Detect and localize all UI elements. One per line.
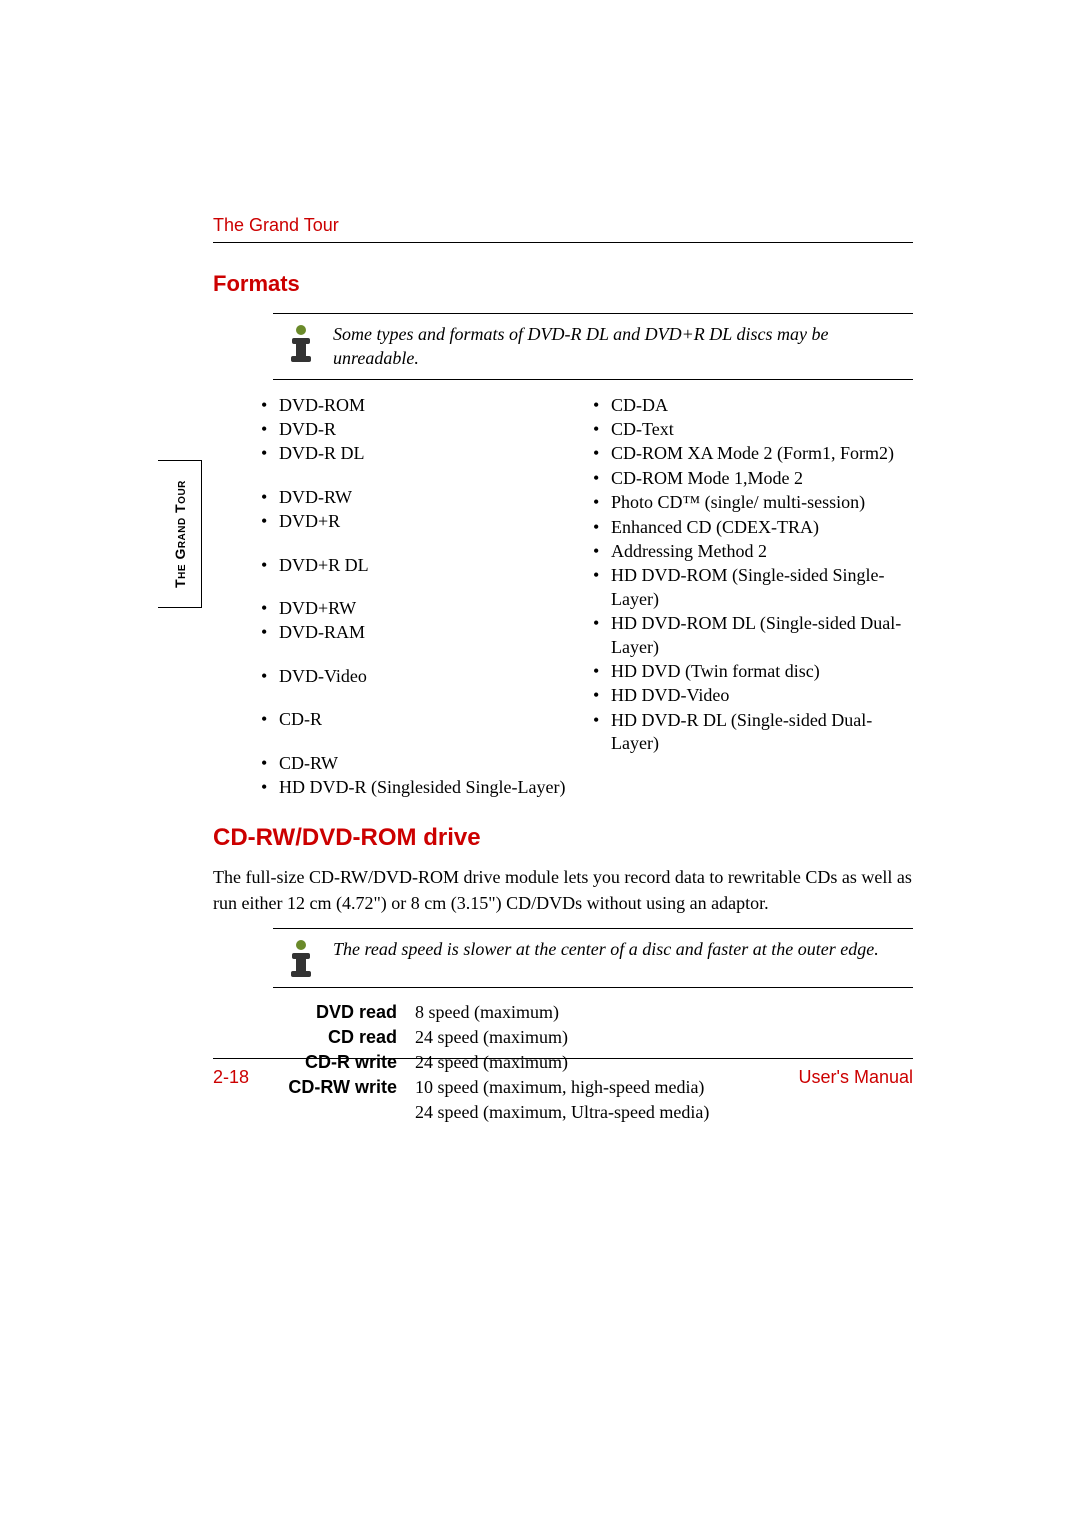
side-tab-label: The Grand Tour <box>172 480 188 588</box>
running-header: The Grand Tour <box>213 215 913 236</box>
list-item: CD-RW <box>257 752 581 775</box>
formats-heading: Formats <box>213 271 913 297</box>
list-item: CD-ROM XA Mode 2 (Form1, Form2) <box>589 442 913 465</box>
page-number: 2-18 <box>213 1067 249 1088</box>
list-item: HD DVD (Twin format disc) <box>589 660 913 683</box>
list-item: DVD+R DL <box>257 554 581 577</box>
page-footer: 2-18 User's Manual <box>213 1058 913 1088</box>
info-icon <box>273 937 329 979</box>
spec-label: CD read <box>287 1027 415 1048</box>
list-item: Enhanced CD (CDEX-TRA) <box>589 516 913 539</box>
list-item: DVD-R DL <box>257 442 581 465</box>
spec-value: 24 speed (maximum) <box>415 1027 913 1048</box>
list-item: HD DVD-R (Singlesided Single-Layer) <box>257 776 581 799</box>
spec-label: DVD read <box>287 1002 415 1023</box>
spec-row: 24 speed (maximum, Ultra-speed media) <box>287 1102 913 1123</box>
drive-heading: CD-RW/DVD-ROM drive <box>213 824 913 852</box>
page-content: The Grand Tour Formats Some types and fo… <box>213 215 913 1127</box>
list-item: DVD-R <box>257 418 581 441</box>
footer-rule <box>213 1058 913 1059</box>
spec-row: CD read 24 speed (maximum) <box>287 1027 913 1048</box>
spec-value: 8 speed (maximum) <box>415 1002 913 1023</box>
list-item: CD-ROM Mode 1,Mode 2 <box>589 467 913 490</box>
doc-title: User's Manual <box>799 1067 913 1088</box>
list-item: DVD-Video <box>257 665 581 688</box>
list-item: HD DVD-Video <box>589 684 913 707</box>
spec-row: DVD read 8 speed (maximum) <box>287 1002 913 1023</box>
list-item: DVD+RW <box>257 597 581 620</box>
list-item: HD DVD-ROM DL (Single-sided Dual-Layer) <box>589 612 913 659</box>
formats-note: Some types and formats of DVD-R DL and D… <box>273 313 913 380</box>
header-rule <box>213 242 913 243</box>
list-item: CD-DA <box>589 394 913 417</box>
list-item: DVD-ROM <box>257 394 581 417</box>
list-item: Addressing Method 2 <box>589 540 913 563</box>
spec-label <box>287 1102 415 1123</box>
list-item: Photo CD™ (single/ multi-session) <box>589 491 913 514</box>
drive-note: The read speed is slower at the center o… <box>273 928 913 988</box>
list-item: CD-R <box>257 708 581 731</box>
drive-paragraph: The full-size CD-RW/DVD-ROM drive module… <box>213 864 913 916</box>
formats-left-col: DVD-ROM DVD-R DVD-R DL DVD-RW DVD+R DVD+… <box>257 394 581 801</box>
list-item: HD DVD-R DL (Single-sided Dual-Layer) <box>589 709 913 756</box>
list-item: DVD-RW <box>257 486 581 509</box>
info-icon <box>273 322 329 371</box>
side-tab: The Grand Tour <box>158 460 202 608</box>
list-item: HD DVD-ROM (Single-sided Single-Layer) <box>589 564 913 611</box>
spec-value: 24 speed (maximum, Ultra-speed media) <box>415 1102 913 1123</box>
formats-list: DVD-ROM DVD-R DVD-R DL DVD-RW DVD+R DVD+… <box>257 394 913 801</box>
drive-note-text: The read speed is slower at the center o… <box>329 937 913 979</box>
formats-note-text: Some types and formats of DVD-R DL and D… <box>329 322 913 371</box>
list-item: CD-Text <box>589 418 913 441</box>
list-item: DVD-RAM <box>257 621 581 644</box>
formats-right-col: CD-DA CD-Text CD-ROM XA Mode 2 (Form1, F… <box>589 394 913 801</box>
list-item: DVD+R <box>257 510 581 533</box>
